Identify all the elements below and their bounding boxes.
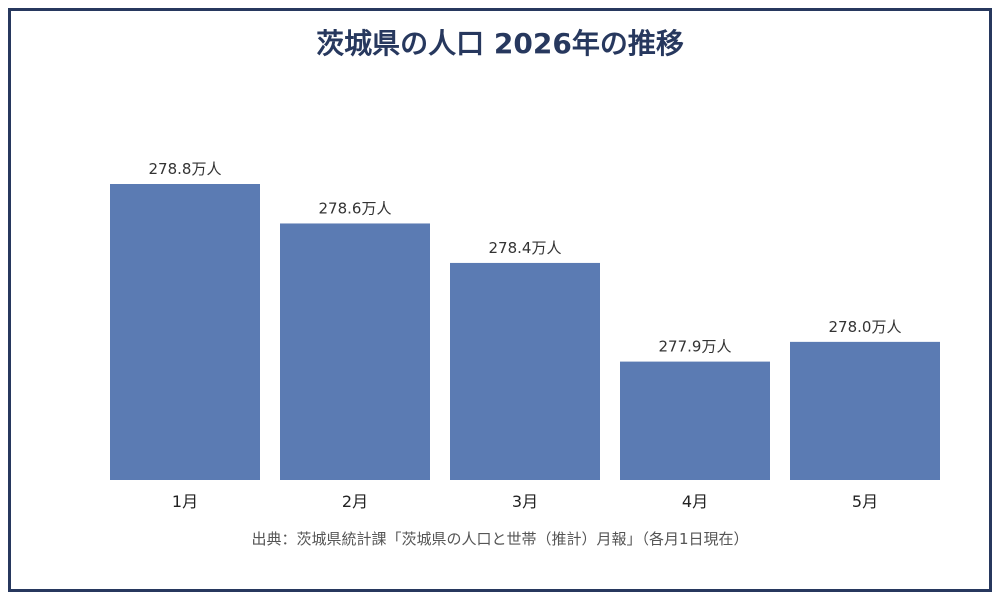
value-label-4: 277.9万人 bbox=[659, 338, 732, 356]
value-label-1: 278.8万人 bbox=[149, 160, 222, 178]
bar-5 bbox=[790, 341, 940, 480]
x-tick-label-1: 1月 bbox=[172, 492, 198, 511]
chart-title: 茨城県の人口 2026年の推移 bbox=[316, 27, 684, 60]
source-note: 出典：茨城県統計課「茨城県の人口と世帯（推計）月報」（各月1日現在） bbox=[251, 530, 749, 548]
value-label-3: 278.4万人 bbox=[489, 239, 562, 257]
x-tick-label-3: 3月 bbox=[512, 492, 538, 511]
x-tick-label-2: 2月 bbox=[342, 492, 368, 511]
bar-3 bbox=[450, 262, 600, 480]
x-tick-label-4: 4月 bbox=[682, 492, 708, 511]
bar-2 bbox=[280, 223, 430, 480]
x-tick-label-5: 5月 bbox=[852, 492, 878, 511]
bar-1 bbox=[110, 184, 260, 480]
bar-4 bbox=[620, 361, 770, 480]
value-label-2: 278.6万人 bbox=[319, 199, 392, 217]
value-label-5: 278.0万人 bbox=[829, 318, 902, 336]
